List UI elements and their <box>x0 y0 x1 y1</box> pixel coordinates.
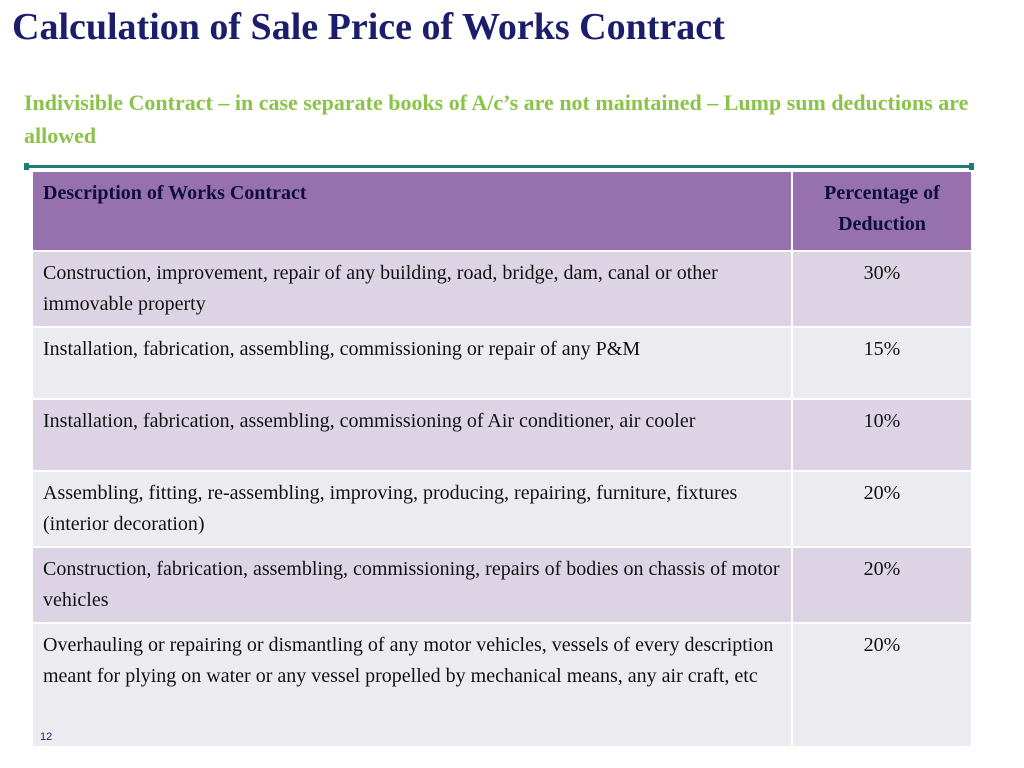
page-number: 12 <box>40 731 53 743</box>
slide-title: Calculation of Sale Price of Works Contr… <box>12 6 725 48</box>
works-contract-table: Description of Works Contract Percentage… <box>31 170 973 748</box>
table-row: Assembling, fitting, re-assembling, impr… <box>31 470 973 548</box>
table-row: Installation, fabrication, assembling, c… <box>31 326 973 400</box>
row-description: Construction, improvement, repair of any… <box>31 250 793 328</box>
table-row: Installation, fabrication, assembling, c… <box>31 398 973 472</box>
row-percentage: 10% <box>791 398 973 472</box>
table-row: Overhauling or repairing or dismantling … <box>31 622 973 748</box>
divider-line <box>27 165 972 168</box>
row-description: Installation, fabrication, assembling, c… <box>31 398 793 472</box>
divider-cap-left <box>24 163 29 170</box>
row-description: Installation, fabrication, assembling, c… <box>31 326 793 400</box>
header-description: Description of Works Contract <box>31 170 793 252</box>
row-percentage: 20% <box>791 622 973 748</box>
row-description: Overhauling or repairing or dismantling … <box>31 622 793 748</box>
row-percentage: 15% <box>791 326 973 400</box>
row-percentage: 20% <box>791 546 973 624</box>
row-percentage: 30% <box>791 250 973 328</box>
row-description: Assembling, fitting, re-assembling, impr… <box>31 470 793 548</box>
slide-subtitle: Indivisible Contract – in case separate … <box>24 90 969 148</box>
table-row: Construction, fabrication, assembling, c… <box>31 546 973 624</box>
row-percentage: 20% <box>791 470 973 548</box>
table-header-row: Description of Works Contract Percentage… <box>31 170 973 252</box>
divider-cap-right <box>969 163 974 170</box>
row-description: Construction, fabrication, assembling, c… <box>31 546 793 624</box>
table-row: Construction, improvement, repair of any… <box>31 250 973 328</box>
header-percentage: Percentage of Deduction <box>791 170 973 252</box>
